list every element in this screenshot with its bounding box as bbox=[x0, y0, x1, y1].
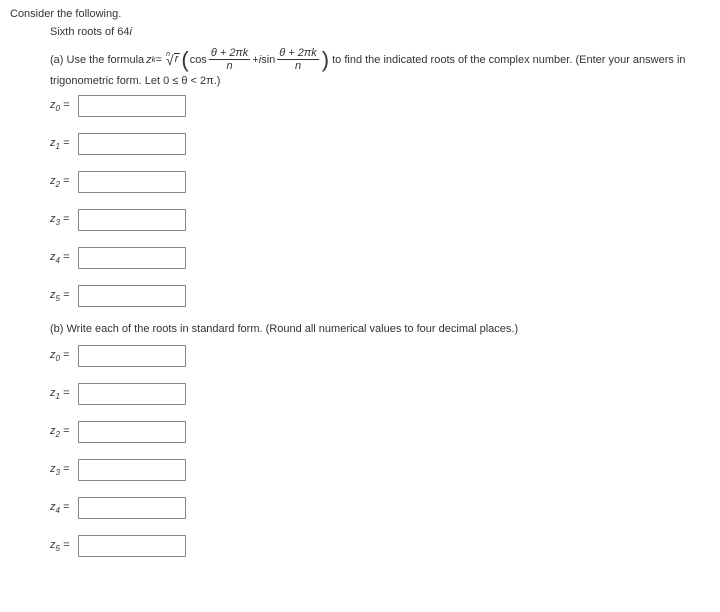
problem-text: Sixth roots of 64 bbox=[50, 26, 130, 38]
part-a-tail: to find the indicated roots of the compl… bbox=[332, 54, 685, 66]
row-z5-b: z5 = bbox=[50, 535, 710, 557]
row-z4-a: z4 = bbox=[50, 247, 710, 269]
label-z1-a: z1 = bbox=[50, 137, 78, 151]
part-a-lead: (a) Use the formula bbox=[50, 54, 144, 66]
row-z2-b: z2 = bbox=[50, 421, 710, 443]
sin-frac-den: n bbox=[293, 60, 303, 71]
label-z4-a: z4 = bbox=[50, 251, 78, 265]
radical-symbol: √ bbox=[166, 52, 174, 68]
label-z5-a: z5 = bbox=[50, 289, 78, 303]
row-z0-b: z0 = bbox=[50, 345, 710, 367]
close-paren: ) bbox=[322, 49, 329, 71]
row-z3-a: z3 = bbox=[50, 209, 710, 231]
sin-fraction: θ + 2πk n bbox=[277, 48, 319, 71]
cos-frac-den: n bbox=[225, 60, 235, 71]
input-z3-b[interactable] bbox=[78, 459, 186, 481]
input-z5-b[interactable] bbox=[78, 535, 186, 557]
radicand: r bbox=[174, 53, 181, 65]
sin-frac-num: θ + 2πk bbox=[277, 48, 319, 60]
problem-statement: Sixth roots of 64i bbox=[50, 26, 710, 38]
imaginary-i: i bbox=[130, 26, 132, 38]
label-z0-a: z0 = bbox=[50, 99, 78, 113]
label-z3-b: z3 = bbox=[50, 463, 78, 477]
consider-text: Consider the following. bbox=[10, 8, 710, 20]
formula-zk: zk = n√r ( cos θ + 2πk n + i sin θ + 2πk… bbox=[146, 48, 330, 71]
row-z2-a: z2 = bbox=[50, 171, 710, 193]
input-z5-a[interactable] bbox=[78, 285, 186, 307]
part-a-line2: trigonometric form. Let 0 ≤ θ < 2π.) bbox=[50, 75, 710, 87]
input-z2-a[interactable] bbox=[78, 171, 186, 193]
row-z4-b: z4 = bbox=[50, 497, 710, 519]
sin-word: sin bbox=[261, 54, 275, 66]
part-b-text: (b) Write each of the roots in standard … bbox=[50, 323, 710, 335]
row-z5-a: z5 = bbox=[50, 285, 710, 307]
input-z4-b[interactable] bbox=[78, 497, 186, 519]
input-z2-b[interactable] bbox=[78, 421, 186, 443]
part-a-formula-line: (a) Use the formula zk = n√r ( cos θ + 2… bbox=[50, 48, 710, 71]
label-z5-b: z5 = bbox=[50, 539, 78, 553]
label-z2-a: z2 = bbox=[50, 175, 78, 189]
input-z4-a[interactable] bbox=[78, 247, 186, 269]
row-z1-a: z1 = bbox=[50, 133, 710, 155]
row-z1-b: z1 = bbox=[50, 383, 710, 405]
cos-frac-num: θ + 2πk bbox=[209, 48, 251, 60]
input-z1-a[interactable] bbox=[78, 133, 186, 155]
label-z3-a: z3 = bbox=[50, 213, 78, 227]
open-paren: ( bbox=[181, 49, 188, 71]
cos-word: cos bbox=[190, 54, 207, 66]
nth-root: n√r bbox=[162, 52, 180, 68]
cos-fraction: θ + 2πk n bbox=[209, 48, 251, 71]
input-z0-b[interactable] bbox=[78, 345, 186, 367]
var-z-sub: k bbox=[152, 55, 156, 64]
part-a-inputs: z0 = z1 = z2 = z3 = z4 = z5 = bbox=[50, 95, 710, 307]
input-z1-b[interactable] bbox=[78, 383, 186, 405]
row-z0-a: z0 = bbox=[50, 95, 710, 117]
row-z3-b: z3 = bbox=[50, 459, 710, 481]
part-b-inputs: z0 = z1 = z2 = z3 = z4 = z5 = bbox=[50, 345, 710, 557]
input-z3-a[interactable] bbox=[78, 209, 186, 231]
label-z2-b: z2 = bbox=[50, 425, 78, 439]
label-z0-b: z0 = bbox=[50, 349, 78, 363]
label-z4-b: z4 = bbox=[50, 501, 78, 515]
input-z0-a[interactable] bbox=[78, 95, 186, 117]
label-z1-b: z1 = bbox=[50, 387, 78, 401]
